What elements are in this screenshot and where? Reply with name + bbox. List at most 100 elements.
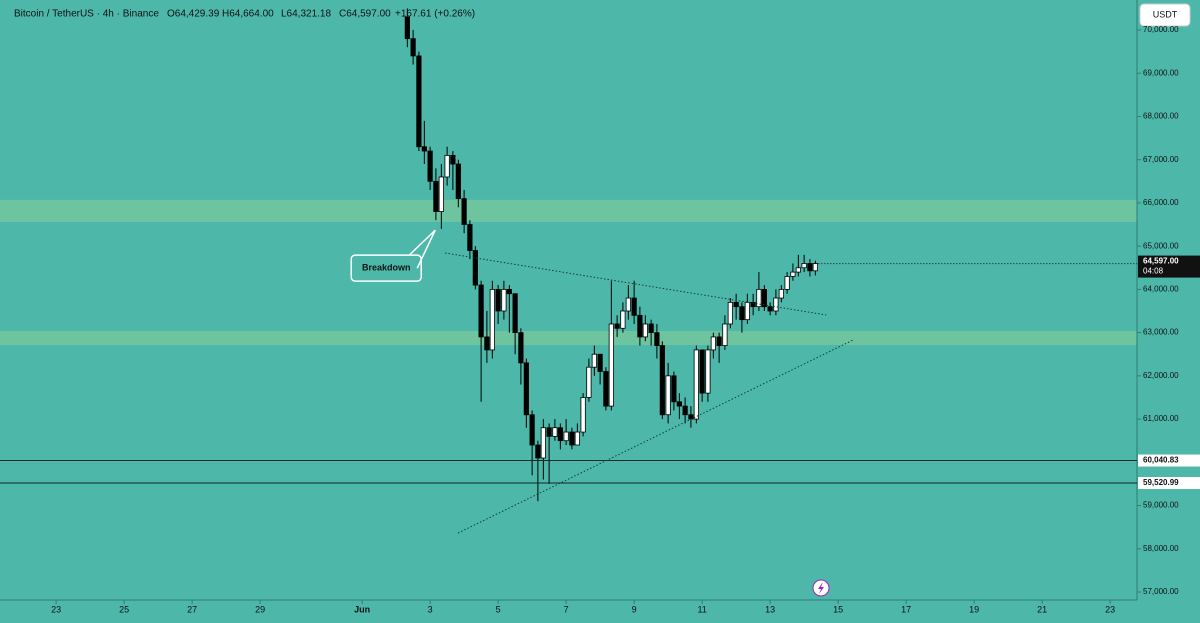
candle-body <box>795 267 801 273</box>
candle-body <box>489 288 495 351</box>
x-tick-label: 3 <box>428 604 433 614</box>
candle-body <box>710 336 716 351</box>
currency[interactable]: USDT <box>1153 9 1178 19</box>
x-tick-label: 23 <box>1105 604 1115 614</box>
candle-body <box>563 431 569 442</box>
candle-body <box>427 150 433 182</box>
candle-body <box>512 293 518 334</box>
x-tick-label: 9 <box>632 604 637 614</box>
candle-body <box>614 323 620 329</box>
candle-body <box>688 414 694 420</box>
candle-body <box>455 163 461 200</box>
candle-body <box>438 176 444 212</box>
level-label: 60,040.83 <box>1143 456 1179 465</box>
candle-body <box>467 224 473 251</box>
x-tick-label: 19 <box>969 604 979 614</box>
x-tick-label: 29 <box>255 604 265 614</box>
x-tick-label: 7 <box>564 604 569 614</box>
level-label: 59,520.99 <box>1143 478 1179 487</box>
last-price-tag <box>1138 255 1200 278</box>
candle-body <box>569 431 575 446</box>
candle-body <box>767 306 773 312</box>
candle-body <box>580 397 586 433</box>
candle-body <box>756 288 762 308</box>
x-tick-label: 5 <box>496 604 501 614</box>
candle-body <box>478 284 484 338</box>
candle-body <box>784 276 790 290</box>
y-tick-label: 62,000.00 <box>1143 371 1179 380</box>
candle-body <box>801 263 807 269</box>
candle-body <box>722 323 728 346</box>
x-tick-label: Jun <box>354 604 370 614</box>
candle-body <box>518 332 524 364</box>
zone <box>0 331 1137 346</box>
candle-body <box>761 288 767 308</box>
candle-body <box>744 301 750 321</box>
currency-button[interactable] <box>1139 3 1191 27</box>
y-tick-label: 58,000.00 <box>1143 544 1179 553</box>
candle-body <box>807 263 813 272</box>
candle-body <box>506 288 512 295</box>
x-tick-label: 17 <box>901 604 911 614</box>
candle-body <box>705 349 711 394</box>
y-tick-label: 66,000.00 <box>1143 198 1179 207</box>
symbol: Bitcoin / TetherUS · 4h · Binance <box>14 9 159 20</box>
alert-bolt <box>818 582 824 594</box>
x-tick-label: 11 <box>697 604 706 614</box>
candle-body <box>671 375 677 403</box>
candle-body <box>682 405 688 416</box>
candle-body <box>591 353 597 368</box>
y-tick-label: 69,000.00 <box>1143 68 1179 77</box>
candle-body <box>739 306 745 321</box>
ohlc-high: H64,664.00 <box>222 9 274 20</box>
candle-body <box>523 362 529 416</box>
candle-body <box>404 16 410 40</box>
candle-body <box>495 288 501 312</box>
candle-body <box>665 375 671 416</box>
trendline <box>444 252 827 316</box>
candle-body <box>557 427 563 442</box>
y-tick-label: 61,000.00 <box>1143 414 1179 423</box>
candle-body <box>416 55 422 148</box>
ohlc-close: C64,597.00 <box>339 9 391 20</box>
candle-body <box>450 154 456 165</box>
y-tick-label: 57,000.00 <box>1143 587 1179 596</box>
candle-body <box>733 301 739 308</box>
level-tag <box>1138 454 1200 467</box>
candle-body <box>444 154 450 178</box>
x-tick-label: 25 <box>119 604 129 614</box>
candle-body <box>778 288 784 299</box>
change: +167.61 (+0.26%) <box>395 9 475 20</box>
plot-area <box>0 8 1137 502</box>
x-tick-label: 21 <box>1037 604 1047 614</box>
candle-body <box>552 427 558 437</box>
y-tick-label: 59,000.00 <box>1143 501 1179 510</box>
candle-body <box>597 353 603 372</box>
candle-body <box>620 310 626 329</box>
candle-body <box>546 427 552 437</box>
candle-body <box>676 401 682 407</box>
level-tag <box>1138 477 1200 490</box>
last-price-label: 64,597.00 <box>1143 257 1179 266</box>
x-tick-label: 23 <box>51 604 61 614</box>
candle-body <box>501 288 507 312</box>
y-tick-label: 65,000.00 <box>1143 241 1179 250</box>
y-tick-label: 68,000.00 <box>1143 112 1179 121</box>
y-tick-label: 70,000.00 <box>1143 25 1179 34</box>
zone <box>0 199 1137 222</box>
annotation-text: Breakdown <box>362 263 411 273</box>
candle-body <box>699 349 705 394</box>
candle-body <box>433 180 439 212</box>
candle-body <box>642 323 648 338</box>
candle-body <box>540 427 546 459</box>
candle-body <box>790 271 796 277</box>
candle-body <box>659 345 665 416</box>
candle-body <box>535 444 541 459</box>
x-tick-label: 27 <box>187 604 197 614</box>
x-tick-label: 13 <box>765 604 775 614</box>
candle-body <box>716 336 722 346</box>
candle-body <box>693 349 699 420</box>
candle-body <box>812 263 818 272</box>
countdown: 04:08 <box>1143 267 1164 276</box>
